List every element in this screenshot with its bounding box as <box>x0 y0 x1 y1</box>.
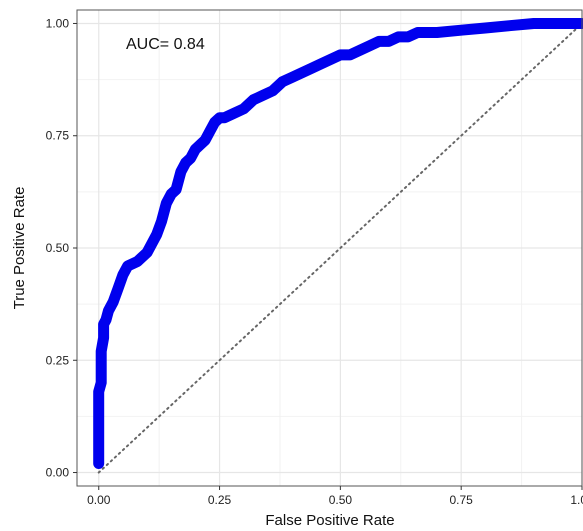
roc-curve-line <box>93 18 583 469</box>
x-tick-label: 0.50 <box>329 493 353 507</box>
x-tick-label: 0.75 <box>450 493 474 507</box>
y-axis-ticks: 0.00 0.25 0.50 0.75 1.00 <box>46 16 77 480</box>
y-tick-label: 0.00 <box>46 466 70 480</box>
auc-annotation: AUC= 0.84 <box>126 36 205 53</box>
y-axis-title: True Positive Rate <box>11 187 28 310</box>
x-axis-title: False Positive Rate <box>265 512 394 529</box>
x-tick-label: 0.25 <box>208 493 232 507</box>
y-tick-label: 1.00 <box>46 16 70 30</box>
x-tick-label: 0.00 <box>87 493 111 507</box>
y-tick-label: 0.25 <box>46 353 70 367</box>
y-tick-label: 0.50 <box>46 241 70 255</box>
y-tick-label: 0.75 <box>46 129 70 143</box>
chance-diagonal-line <box>97 22 583 474</box>
x-axis-ticks: 0.00 0.25 0.50 0.75 1.00 <box>87 486 583 507</box>
x-tick-label: 1.00 <box>570 493 583 507</box>
